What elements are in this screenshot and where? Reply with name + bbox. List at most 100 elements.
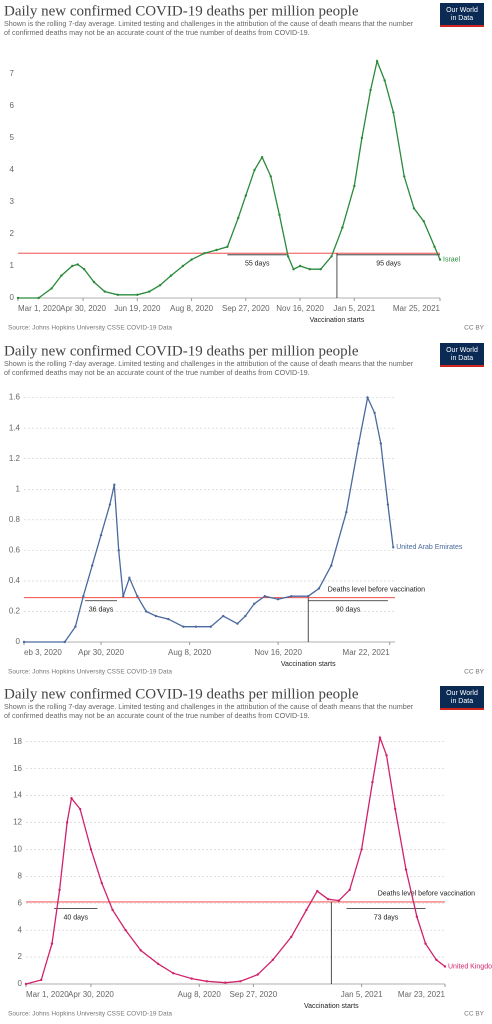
- y-tick-label: 10: [13, 845, 22, 854]
- data-point: [438, 258, 442, 261]
- data-point: [308, 268, 312, 271]
- y-tick-label: 16: [13, 764, 22, 773]
- y-tick-label: 0: [16, 637, 21, 646]
- y-tick-label: 4: [18, 925, 23, 934]
- data-point: [71, 264, 74, 268]
- data-point: [317, 587, 321, 590]
- data-point: [353, 184, 356, 188]
- x-tick-label: Mar 22, 2021: [343, 648, 391, 657]
- data-point: [58, 888, 61, 891]
- x-tick-label: Mar 25, 2021: [393, 304, 441, 313]
- data-point: [348, 888, 351, 891]
- data-point: [76, 263, 79, 266]
- data-point: [403, 175, 406, 178]
- data-point: [50, 287, 53, 290]
- data-point: [100, 881, 103, 885]
- data-point: [182, 625, 185, 628]
- data-point: [422, 220, 425, 223]
- data-point: [128, 576, 131, 580]
- data-point: [78, 807, 82, 811]
- logo-text: Our World: [446, 347, 478, 354]
- chart-subtitle: Shown is the rolling 7-day average. Limi…: [4, 702, 414, 711]
- data-point: [148, 290, 151, 293]
- y-tick-label: 0: [18, 979, 23, 988]
- data-point: [167, 617, 170, 621]
- vaccination-label: Vaccination starts: [310, 317, 365, 324]
- vaccination-label: Vaccination starts: [304, 1003, 359, 1010]
- data-point: [181, 264, 185, 268]
- data-point: [92, 280, 96, 284]
- data-point: [443, 965, 447, 968]
- x-tick-label: eb 3, 2020: [24, 648, 62, 657]
- data-point: [433, 245, 436, 248]
- data-point: [154, 614, 158, 618]
- data-point: [63, 640, 66, 644]
- data-point: [116, 293, 120, 296]
- data-point: [392, 111, 395, 114]
- data-point: [298, 264, 302, 268]
- data-point: [60, 274, 63, 277]
- x-tick-label: Aug 8, 2020: [170, 304, 214, 313]
- series-label: United Kingdom: [448, 963, 492, 970]
- data-point: [16, 296, 20, 300]
- data-point: [371, 780, 374, 784]
- span-label: 36 days: [89, 607, 114, 614]
- data-point: [341, 226, 344, 229]
- data-point: [357, 442, 360, 445]
- data-point: [415, 915, 419, 918]
- data-point: [222, 614, 225, 618]
- y-tick-label: 0: [10, 293, 15, 302]
- data-point: [290, 935, 293, 939]
- data-point: [385, 753, 388, 757]
- data-point: [253, 602, 256, 606]
- chart-title: Daily new confirmed COVID-19 deaths per …: [4, 686, 359, 702]
- y-tick-label: 2: [18, 952, 23, 961]
- source: Source: Johns Hopkins University CSSE CO…: [8, 669, 172, 676]
- data-point: [373, 411, 376, 415]
- data-point: [326, 898, 330, 901]
- logo-text: in Data: [451, 698, 473, 705]
- data-point: [65, 821, 69, 824]
- logo-text: in Data: [451, 15, 473, 22]
- y-tick-label: 0.4: [9, 576, 21, 585]
- x-tick-label: Sep 27, 2020: [222, 304, 270, 313]
- chart-subtitle: Shown is the rolling 7-day average. Limi…: [4, 359, 414, 368]
- reference-label: Deaths level before vaccination: [378, 891, 475, 898]
- y-tick-label: 6: [18, 898, 23, 907]
- data-point: [379, 442, 383, 445]
- logo-text: Our World: [446, 7, 478, 14]
- x-tick-label: Apr 30, 2020: [60, 304, 106, 313]
- x-tick-label: Aug 8, 2020: [178, 990, 222, 999]
- data-point: [307, 594, 310, 598]
- data-point: [124, 928, 127, 932]
- data-point: [393, 807, 397, 811]
- data-point: [209, 625, 213, 628]
- data-point: [236, 622, 239, 625]
- data-point: [305, 908, 308, 912]
- data-point: [190, 977, 193, 980]
- data-point: [24, 982, 28, 986]
- data-point: [278, 213, 281, 216]
- y-tick-label: 0.6: [9, 545, 21, 554]
- y-tick-label: 0.8: [9, 515, 21, 524]
- x-tick-label: Apr 30, 2020: [78, 648, 124, 657]
- x-tick-label: Mar 1, 2020: [26, 990, 69, 999]
- series-label: Israel: [443, 256, 461, 263]
- vaccination-label: Vaccination starts: [281, 661, 336, 668]
- y-tick-label: 14: [13, 791, 22, 800]
- reference-label: Deaths level before vaccination: [328, 587, 425, 594]
- data-point: [215, 248, 218, 252]
- data-point: [139, 949, 142, 952]
- data-point: [337, 899, 341, 902]
- data-point: [121, 594, 125, 598]
- logo-box: [440, 343, 484, 367]
- y-tick-label: 7: [10, 69, 15, 78]
- data-point: [90, 564, 94, 567]
- data-point: [194, 625, 197, 628]
- data-point: [360, 136, 364, 140]
- data-point: [237, 216, 240, 220]
- data-point: [172, 972, 175, 975]
- data-point: [22, 640, 26, 644]
- y-tick-label: 1.2: [9, 454, 21, 463]
